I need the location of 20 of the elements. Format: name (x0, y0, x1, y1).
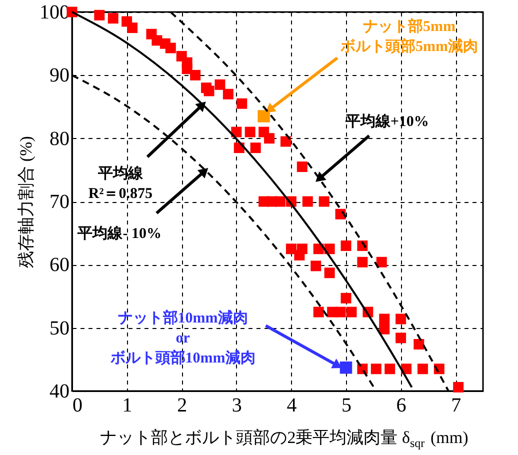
annotation: 平均線- 10% (76, 225, 162, 242)
y-tick-label: 50 (50, 317, 70, 340)
y-tick-label: 60 (50, 254, 70, 276)
y-tick-label: 80 (50, 128, 70, 150)
x-tick-label: 1 (122, 394, 132, 416)
annotation: 平均線+10% (344, 112, 429, 130)
y-axis-title: 残存軸力割合 (%) (16, 136, 36, 268)
annotation: 平均線 R²＝0.875 (88, 164, 152, 202)
x-tick-label: 2 (177, 394, 188, 416)
x-tick-label: 7 (451, 394, 462, 416)
x-tick-label: 0 (72, 394, 82, 416)
annotation: ナット部10mm減肉 or ボルト頭部10mm減肉 (109, 308, 256, 367)
x-tick-label: 4 (286, 394, 297, 416)
y-tick-label: 40 (50, 380, 70, 402)
annotation: ナット部5mm ボルト頭部5mm減肉 (340, 16, 478, 55)
y-tick-label: 90 (50, 64, 70, 87)
y-tick-label: 70 (50, 191, 70, 213)
x-tick-label: 5 (342, 394, 352, 416)
x-tick-label: 6 (396, 394, 406, 416)
x-tick-label: 3 (232, 394, 242, 416)
